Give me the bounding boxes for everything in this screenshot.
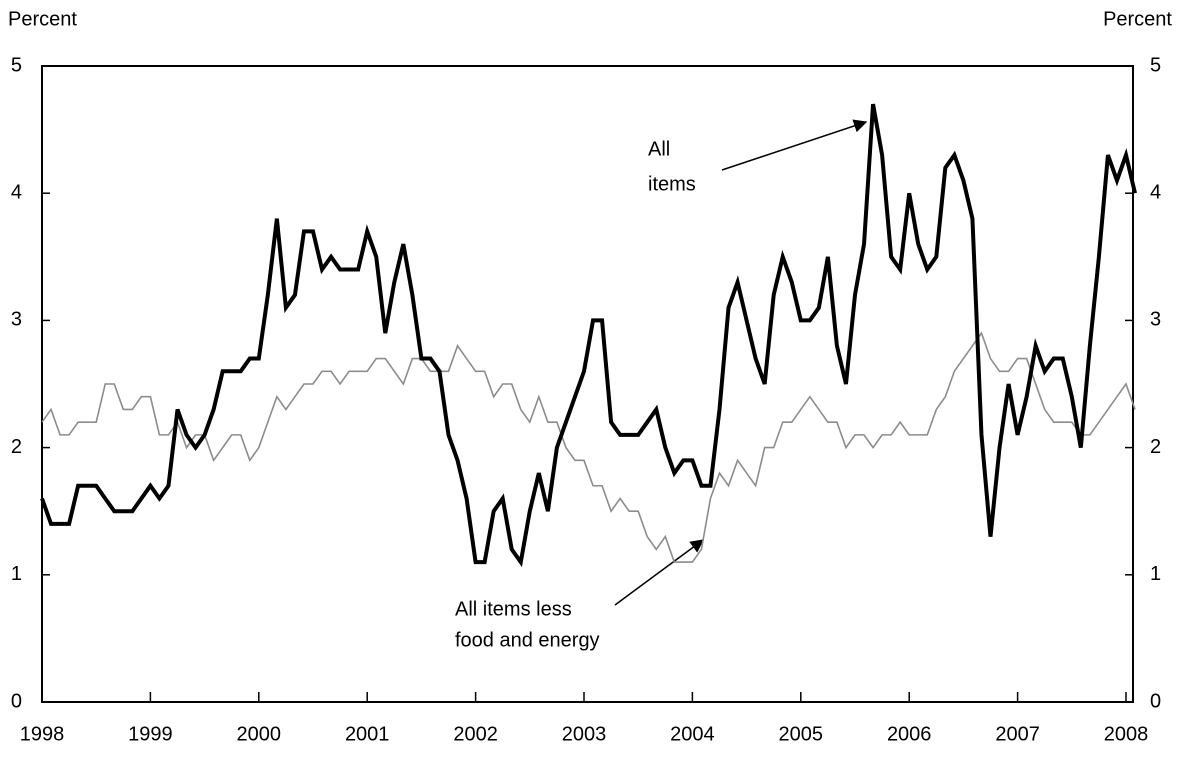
annotation: food and energy (455, 629, 600, 651)
y-tick-label: 2 (11, 436, 22, 458)
y-axis-label: Percent (8, 8, 77, 30)
y-tick-label: 5 (11, 54, 22, 76)
x-tick-label: 2005 (779, 723, 824, 745)
annotation-arrow (614, 539, 705, 606)
annotation: All items less (455, 598, 572, 620)
y2-tick-label: 5 (1150, 54, 1161, 76)
x-tick-label: 2001 (345, 723, 390, 745)
y2-axis-label: Percent (1103, 8, 1172, 30)
y2-tick-label: 2 (1150, 436, 1161, 458)
y2-tick-label: 4 (1150, 181, 1161, 203)
y2-tick-label: 1 (1150, 563, 1161, 585)
y-tick-label: 3 (11, 309, 22, 331)
x-tick-label: 2004 (670, 723, 715, 745)
y-tick-label: 4 (11, 181, 22, 203)
annotation: All (648, 138, 670, 160)
x-tick-label: 2007 (995, 723, 1040, 745)
x-tick-label: 2006 (887, 723, 932, 745)
y2-tick-label: 3 (1150, 309, 1161, 331)
x-tick-label: 2008 (1104, 723, 1149, 745)
y-tick-label: 0 (11, 690, 22, 712)
annotation-arrow (721, 119, 868, 171)
plot-frame (41, 65, 1134, 703)
annotation: items (648, 173, 696, 195)
y-tick-label: 1 (11, 563, 22, 585)
x-tick-label: 1999 (128, 723, 173, 745)
data-line (40, 103, 1137, 568)
x-tick-label: 2000 (237, 723, 282, 745)
x-tick-label: 2002 (453, 723, 498, 745)
data-line (41, 331, 1136, 563)
y2-tick-label: 0 (1150, 690, 1161, 712)
x-tick-label: 2003 (562, 723, 607, 745)
x-tick-label: 1998 (20, 723, 65, 745)
